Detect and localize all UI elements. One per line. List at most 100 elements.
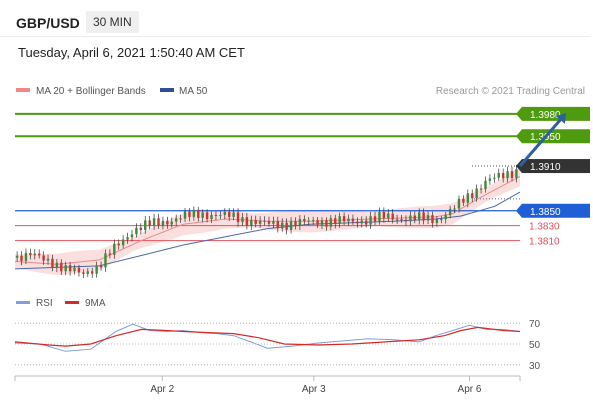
candle-body (320, 220, 324, 225)
candle-body (373, 216, 377, 222)
pivot-level-tag (522, 203, 590, 218)
candle-body (214, 214, 218, 216)
candle-body (497, 173, 500, 178)
rsi-tick-label: 30 (529, 361, 541, 372)
candle-body (316, 220, 319, 225)
candle-body (515, 169, 518, 178)
candle-body (484, 180, 487, 190)
candle-body (351, 218, 355, 222)
target-level-tag-pointer (516, 129, 522, 144)
ma50-legend-label: MA 50 (179, 86, 208, 97)
candle-body (228, 212, 231, 217)
target-arrow-shaft (518, 118, 562, 168)
candle-body (170, 221, 173, 225)
rsi-line (14, 323, 521, 352)
candle-body (210, 214, 213, 220)
support-level-label: 1.3810 (529, 237, 560, 248)
candle-body (281, 222, 284, 229)
candle-body (342, 216, 346, 222)
candle-body (404, 219, 408, 222)
candle-body (42, 255, 45, 261)
rsi-tick-label: 50 (529, 340, 541, 351)
candle-body (188, 211, 191, 217)
candle-body (197, 209, 200, 218)
candle-body (347, 218, 350, 222)
candle-body (395, 219, 399, 221)
candle-body (77, 267, 81, 273)
candle-body (91, 271, 94, 274)
x-axis-tick-label: Apr 2 (150, 384, 174, 395)
x-axis-tick-label: Apr 3 (302, 384, 326, 395)
candle-body (493, 177, 496, 179)
rsi-ma-legend-label: 9MA (85, 298, 106, 309)
candle-body (448, 208, 452, 216)
candle-body (24, 252, 28, 261)
candle-body (334, 218, 337, 224)
candle-body (108, 253, 112, 255)
pivot-level-tag-pointer (516, 203, 522, 218)
candle-body (431, 215, 434, 224)
candle-body (192, 209, 196, 217)
candle-body (236, 212, 240, 223)
candle-body (139, 227, 143, 230)
candle-body (37, 253, 41, 256)
candle-body (126, 237, 129, 240)
candle-body (413, 215, 416, 221)
candle-body (205, 212, 209, 220)
candle-body (254, 220, 257, 224)
credit-label: Research © 2021 Trading Central (436, 86, 585, 97)
x-axis-tick-label: Apr 6 (458, 384, 482, 395)
candle-body (382, 212, 386, 219)
candle-body (506, 171, 509, 179)
candle-body (479, 188, 483, 190)
target-level-tag (522, 106, 590, 121)
candle-body (232, 212, 235, 217)
candle-body (29, 252, 32, 256)
candle-body (144, 220, 147, 230)
timeframe-badge[interactable]: 30 MIN (86, 11, 139, 33)
rsi-tick-label: 70 (529, 319, 541, 330)
candle-body (20, 255, 23, 261)
candle-body (55, 262, 59, 268)
rsi-ma-line (14, 326, 521, 347)
ma50-line (14, 191, 521, 270)
candle-body (311, 220, 315, 222)
candle-body (400, 219, 403, 221)
candle-body (130, 234, 134, 238)
target-level-tag (522, 129, 590, 144)
candle-body (426, 215, 430, 221)
candle-body (422, 212, 425, 221)
candle-body (409, 215, 412, 222)
rsi-legend-label: RSI (36, 298, 53, 309)
ma50-legend-swatch (160, 88, 174, 92)
candle-body (488, 178, 492, 181)
candle-body (453, 208, 456, 210)
candle-body (135, 227, 138, 235)
candle-body (466, 193, 470, 203)
candle-body (338, 216, 341, 224)
candle-body (33, 253, 36, 256)
candle-body (60, 262, 63, 272)
candle-body (99, 265, 103, 268)
ma20-legend-swatch (16, 88, 30, 92)
candle-body (68, 265, 72, 272)
candle-body (51, 258, 54, 268)
candle-body (161, 220, 165, 226)
candle-body (325, 220, 328, 227)
candle-body (179, 218, 182, 220)
candle-body (152, 218, 156, 226)
candle-body (369, 216, 372, 225)
candle-body (303, 219, 306, 222)
rsi-legend-swatch (16, 301, 30, 304)
candle-body (435, 219, 439, 224)
candle-body (475, 188, 478, 199)
candle-body (95, 265, 98, 274)
candle-body (166, 220, 169, 225)
x-axis: Apr 2 Apr 3 Apr 6 (150, 376, 482, 395)
rsi-plot-area: 70 50 30 (14, 319, 541, 372)
candle-body (82, 272, 85, 274)
ma20-legend-label: MA 20 + Bollinger Bands (36, 86, 146, 97)
candle-body (285, 222, 288, 230)
candle-body (183, 211, 187, 219)
